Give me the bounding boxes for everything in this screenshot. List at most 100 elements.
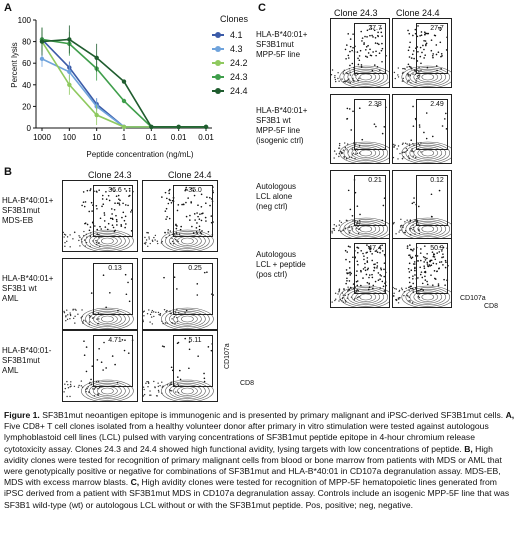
flow-plot-density <box>393 189 451 239</box>
y-tick-label: 0 <box>27 124 32 133</box>
caption-figure-label: Figure 1. <box>4 410 40 420</box>
gate-percentage: 47.4 <box>368 245 382 252</box>
gate-rectangle <box>172 335 214 388</box>
figure-caption: Figure 1. SF3B1mut neoantigen epitope is… <box>4 410 516 511</box>
gate-rectangle <box>172 185 214 238</box>
panel-b-clone-243: Clone 24.3 <box>88 170 132 180</box>
panel-b-x-axis-label: CD8 <box>240 380 255 387</box>
x-tick-label: 0.01 <box>198 133 214 142</box>
gate-rectangle <box>416 175 449 226</box>
panel-c-row-label: Autologous LCL alone (neg ctrl) <box>256 182 297 211</box>
panel-c-row-label: HLA-B*40:01+ SF3B1mut MPP-5F line <box>256 30 308 59</box>
panel-b-row-label: HLA-B*40:01+ SF3B1 wt AML <box>2 274 54 303</box>
panel-c-x-axis-label: CD8 <box>484 303 499 310</box>
legend-item-4.3: 4.3 <box>212 44 243 54</box>
gate-rectangle <box>92 185 134 238</box>
x-tick-label: 1000 <box>33 133 51 142</box>
legend-item-4.1: 4.1 <box>212 30 243 40</box>
gate-percentage: 2.38 <box>368 101 382 108</box>
caption-part-c: High avidity clones were tested for reco… <box>4 477 510 510</box>
flow-plot: 4.71 <box>62 330 138 402</box>
panel-b-row-label: HLA-B*40:01- SF3B1mut AML <box>2 346 52 375</box>
legend-label: 4.1 <box>230 30 243 40</box>
x-tick-label: 0.01 <box>171 133 187 142</box>
y-tick-label: 20 <box>22 102 31 111</box>
legend-label: 24.2 <box>230 58 248 68</box>
panel-b-row-label: HLA-B*40:01+ SF3B1mut MDS-EB <box>2 196 54 225</box>
panel-b-letter: B <box>4 166 12 178</box>
gate-percentage: 4.71 <box>108 337 122 344</box>
data-point <box>121 98 127 104</box>
legend-swatch <box>212 88 224 94</box>
flow-plot: 27.7 <box>330 18 390 88</box>
panel-c-letter: C <box>258 2 266 14</box>
legend-item-24.3: 24.3 <box>212 72 248 82</box>
flow-plot: 2.49 <box>392 94 452 164</box>
gate-rectangle <box>354 23 387 74</box>
flow-plot-density <box>63 187 134 251</box>
panel-c-row-label: Autologous LCL + peptide (pos ctrl) <box>256 250 306 279</box>
caption-part-c-label: C, <box>130 477 140 488</box>
x-tick-label: 0.1 <box>146 133 158 142</box>
flow-plot: 35.0 <box>142 180 218 252</box>
panel-c-clone-244: Clone 24.4 <box>396 8 440 18</box>
gate-percentage: 0.21 <box>368 177 382 184</box>
flow-plot: 2.38 <box>330 94 390 164</box>
series-line-4.3 <box>41 58 206 128</box>
caption-title: SF3B1mut neoantigen epitope is immunogen… <box>42 410 504 420</box>
panel-a-chart: 0 20 40 60 80 100 1000 100 10 1 0.1 0.01 0.01 <box>18 16 215 142</box>
legend-swatch <box>212 74 224 80</box>
caption-part-b: High avidity clones were tested for reco… <box>4 443 502 488</box>
flow-plot-density <box>331 24 389 87</box>
legend-item-24.2: 24.2 <box>212 58 248 68</box>
panel-c-row-label: HLA-B*40:01+ SF3B1 wt MPP-5F line (isogenic… <box>256 106 308 145</box>
gate-rectangle <box>92 335 134 388</box>
flow-plot-density <box>393 105 451 163</box>
data-point <box>121 124 127 130</box>
flow-plot: 50.9 <box>392 238 452 308</box>
flow-plot-density <box>393 25 451 87</box>
legend-item-24.4: 24.4 <box>212 86 248 96</box>
flow-plot-density <box>63 339 134 401</box>
flow-plot-density <box>333 105 389 163</box>
gate-percentage: 36.6 <box>108 187 122 194</box>
gate-percentage: 0.12 <box>430 177 444 184</box>
gate-percentage: 0.25 <box>188 265 202 272</box>
gate-rectangle <box>92 263 134 316</box>
caption-part-a-label: A, <box>505 410 515 420</box>
panel-b-clone-244: Clone 24.4 <box>168 170 212 180</box>
legend-title: Clones <box>220 14 249 24</box>
x-tick-label: 100 <box>63 133 77 142</box>
data-point <box>203 124 209 130</box>
gate-rectangle <box>354 99 387 150</box>
gate-rectangle <box>416 243 449 294</box>
gate-rectangle <box>416 23 449 74</box>
legend-swatch <box>212 60 224 66</box>
panel-b-y-axis-label: CD107a <box>224 343 231 369</box>
series-line-24.2 <box>41 41 206 128</box>
legend-label: 24.4 <box>230 86 248 96</box>
panel-c-y-axis-label: CD107a <box>460 295 486 302</box>
y-tick-label: 100 <box>18 16 32 25</box>
gate-percentage: 27.7 <box>368 25 382 32</box>
legend-swatch <box>212 32 224 38</box>
legend-label: 4.3 <box>230 44 243 54</box>
gate-percentage: 27.7 <box>430 25 444 32</box>
data-point <box>176 124 181 130</box>
gate-rectangle <box>416 99 449 150</box>
panel-a-letter: A <box>4 2 12 14</box>
gate-rectangle <box>172 263 214 316</box>
y-tick-label: 40 <box>22 81 31 90</box>
legend-swatch <box>212 46 224 52</box>
flow-plot: 36.6 <box>62 180 138 252</box>
flow-plot: 0.21 <box>330 170 390 240</box>
x-tick-label: 10 <box>92 133 101 142</box>
legend-label: 24.3 <box>230 72 248 82</box>
data-point <box>121 79 127 84</box>
x-tick-label: 1 <box>122 133 127 142</box>
caption-part-b-label: B, <box>464 443 473 454</box>
gate-rectangle <box>354 243 387 294</box>
flow-plot: 0.25 <box>142 258 218 330</box>
flow-plot: 27.7 <box>392 18 452 88</box>
gate-rectangle <box>354 175 387 226</box>
